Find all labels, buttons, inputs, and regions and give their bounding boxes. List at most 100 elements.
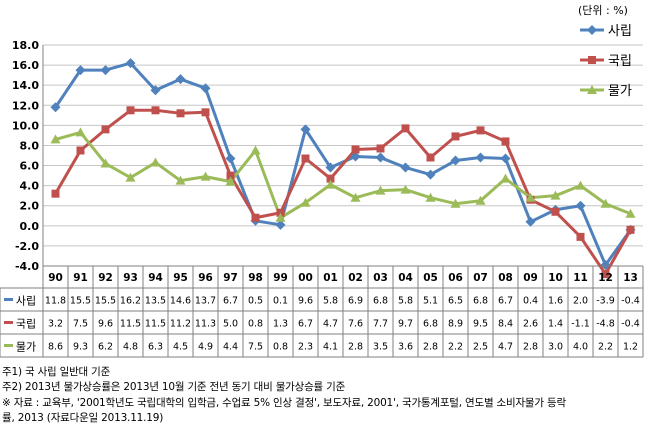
data-label: 3.0 <box>548 342 563 353</box>
note-1: 주1) 국 사립 일반대 기준 <box>2 366 111 378</box>
data-point <box>376 144 385 153</box>
data-label: 6.9 <box>348 296 363 307</box>
data-label: 13.5 <box>145 296 166 307</box>
data-point <box>201 108 210 117</box>
data-point <box>400 162 411 173</box>
data-label: -4.8 <box>596 319 615 330</box>
source-note: ※ 자료 : 교육부, '2001학년도 국립대학의 입학금, 수업료 5% 인… <box>2 397 566 409</box>
data-point <box>175 74 186 85</box>
data-label: 4.5 <box>173 342 188 353</box>
data-label: 15.5 <box>95 296 116 307</box>
x-category-label: 95 <box>173 272 188 284</box>
data-point <box>75 65 86 76</box>
data-point <box>325 179 336 189</box>
x-category-label: 13 <box>623 272 638 284</box>
data-point <box>151 106 160 115</box>
data-point <box>225 153 236 164</box>
data-label: 5.8 <box>398 296 413 307</box>
data-point <box>476 126 485 135</box>
data-label: 13.7 <box>195 296 216 307</box>
x-category-label: 06 <box>448 272 463 284</box>
data-point <box>175 175 186 185</box>
data-point <box>576 232 585 241</box>
x-category-label: 01 <box>323 272 338 284</box>
data-label: 11.5 <box>120 319 141 330</box>
data-label: 9.6 <box>298 296 313 307</box>
data-point <box>601 270 610 279</box>
data-label: 4.0 <box>573 342 588 353</box>
data-point <box>50 134 61 144</box>
x-category-label: 97 <box>223 272 238 284</box>
x-category-label: 94 <box>148 272 163 284</box>
data-point <box>626 225 635 234</box>
x-category-label: 93 <box>123 272 138 284</box>
data-point <box>300 124 311 135</box>
data-point <box>525 216 536 227</box>
data-point <box>600 259 611 270</box>
data-label: 6.5 <box>448 296 463 307</box>
data-point <box>551 207 560 216</box>
data-label: 8.9 <box>448 319 463 330</box>
data-label: 4.4 <box>223 342 238 353</box>
data-point <box>375 185 386 195</box>
data-label: 4.9 <box>198 342 213 353</box>
data-label: 4.1 <box>323 342 338 353</box>
data-label: 1.6 <box>548 296 563 307</box>
data-label: -0.4 <box>621 296 640 307</box>
y-tick-label: 2.0 <box>20 200 40 213</box>
data-label: 0.8 <box>273 342 288 353</box>
data-point <box>550 190 561 200</box>
data-point <box>225 176 236 186</box>
data-point <box>150 85 161 96</box>
data-label: 5.0 <box>223 319 238 330</box>
data-label: 2.8 <box>348 342 363 353</box>
data-label: 2.5 <box>473 342 488 353</box>
data-label: 8.4 <box>498 319 513 330</box>
data-point <box>451 132 460 141</box>
data-label: 6.8 <box>373 296 388 307</box>
data-point <box>275 212 286 222</box>
unit-label: (단위 : %) <box>578 4 628 17</box>
data-label: 6.7 <box>498 296 513 307</box>
series-line <box>54 108 632 276</box>
data-label: 0.5 <box>248 296 263 307</box>
data-point <box>426 153 435 162</box>
data-label: -1.1 <box>571 319 590 330</box>
x-category-label: 08 <box>498 272 513 284</box>
x-category-label: 03 <box>373 272 388 284</box>
y-tick-label: 18.0 <box>12 39 39 52</box>
y-tick-label: 14.0 <box>12 79 39 92</box>
data-label: -0.4 <box>621 319 640 330</box>
data-label: 7.5 <box>73 319 88 330</box>
data-point <box>250 145 261 155</box>
data-point <box>125 172 136 182</box>
note-2: 주2) 2013년 물가상승률은 2013년 10월 기준 전년 동기 대비 물… <box>2 381 346 393</box>
data-point <box>375 152 386 163</box>
data-label: 15.5 <box>70 296 91 307</box>
source-note-continued: 률, 2013 (자료다운일 2013.11.19) <box>2 412 164 424</box>
data-point <box>276 208 285 217</box>
data-label: 0.8 <box>248 319 263 330</box>
data-point <box>475 195 486 205</box>
data-label: 2.2 <box>448 342 463 353</box>
data-label: 2.3 <box>298 342 313 353</box>
x-category-label: 04 <box>398 272 413 284</box>
data-point <box>176 109 185 118</box>
data-label: -3.9 <box>596 296 615 307</box>
y-tick-label: 4.0 <box>20 180 40 193</box>
y-tick-label: 12.0 <box>12 99 39 112</box>
data-label: 2.0 <box>573 296 588 307</box>
x-category-label: 99 <box>273 272 288 284</box>
data-point <box>300 197 311 207</box>
legend-label: 물가 <box>608 84 632 99</box>
x-category-label: 10 <box>548 272 563 284</box>
data-point <box>150 157 161 167</box>
data-label: 7.6 <box>348 319 363 330</box>
data-point <box>351 145 360 154</box>
data-point <box>326 174 335 183</box>
data-point <box>525 192 536 202</box>
x-category-label: 11 <box>573 272 588 284</box>
data-label: 7.7 <box>373 319 388 330</box>
data-label: 11.3 <box>195 319 216 330</box>
data-point <box>475 152 486 163</box>
